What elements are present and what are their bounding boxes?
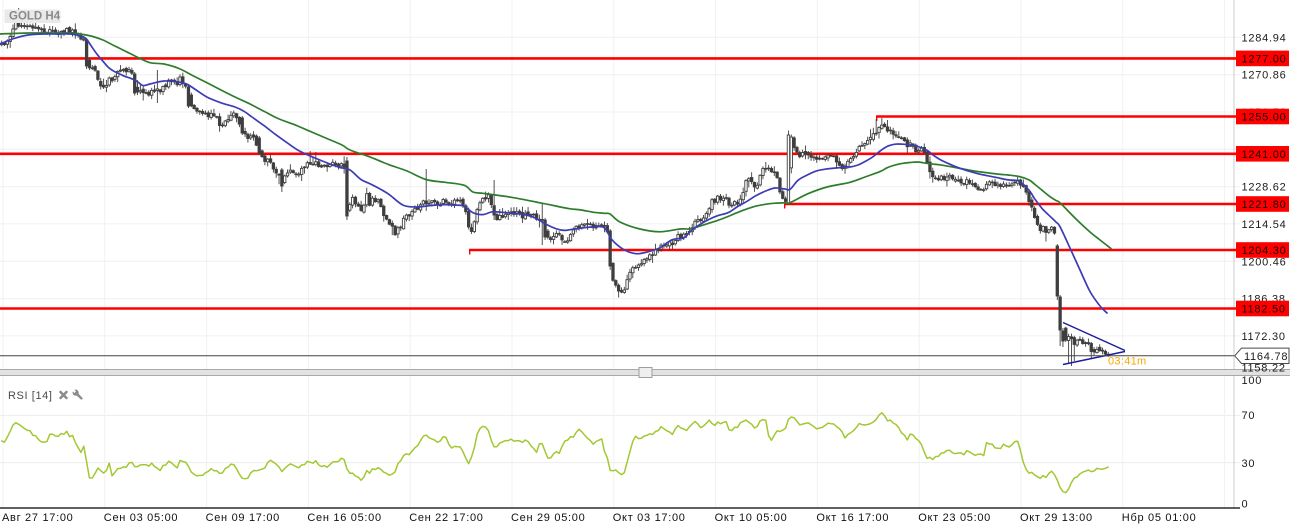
svg-text:1284.94: 1284.94: [1242, 32, 1287, 44]
svg-text:Нбр 05 01:00: Нбр 05 01:00: [1122, 512, 1197, 524]
svg-text:Сен 03 05:00: Сен 03 05:00: [104, 512, 178, 524]
svg-text:1277.00: 1277.00: [1242, 53, 1287, 65]
svg-text:Авг 27 17:00: Авг 27 17:00: [2, 512, 73, 524]
svg-text:Сен 29 05:00: Сен 29 05:00: [511, 512, 585, 524]
svg-text:Окт 23 05:00: Окт 23 05:00: [918, 512, 991, 524]
svg-text:Окт 10 05:00: Окт 10 05:00: [715, 512, 788, 524]
svg-text:Окт 03 17:00: Окт 03 17:00: [613, 512, 686, 524]
svg-text:70: 70: [1242, 410, 1256, 422]
svg-text:30: 30: [1242, 458, 1256, 470]
svg-text:Сен 16 05:00: Сен 16 05:00: [307, 512, 381, 524]
svg-text:GOLD H4: GOLD H4: [9, 11, 61, 23]
svg-text:1255.00: 1255.00: [1242, 112, 1287, 124]
svg-text:1270.86: 1270.86: [1242, 70, 1287, 82]
svg-text:1172.30: 1172.30: [1242, 331, 1286, 343]
svg-text:0: 0: [1242, 499, 1249, 511]
svg-text:1204.30: 1204.30: [1242, 245, 1287, 257]
svg-text:1214.54: 1214.54: [1242, 219, 1287, 231]
svg-text:1158.22: 1158.22: [1242, 362, 1286, 374]
svg-text:1200.46: 1200.46: [1242, 256, 1287, 268]
svg-text:1182.50: 1182.50: [1242, 304, 1286, 316]
svg-text:1221.80: 1221.80: [1242, 199, 1287, 211]
svg-text:03:41m: 03:41m: [1108, 356, 1147, 368]
svg-text:1228.62: 1228.62: [1242, 182, 1287, 194]
svg-text:Окт 29 13:00: Окт 29 13:00: [1020, 512, 1093, 524]
svg-text:RSI [14]: RSI [14]: [8, 390, 53, 402]
svg-text:100: 100: [1242, 375, 1263, 387]
svg-text:Окт 16 17:00: Окт 16 17:00: [816, 512, 889, 524]
svg-text:Сен 22 17:00: Сен 22 17:00: [409, 512, 483, 524]
svg-text:Сен 09 17:00: Сен 09 17:00: [206, 512, 280, 524]
svg-text:1241.00: 1241.00: [1242, 149, 1287, 161]
svg-text:1164.78: 1164.78: [1244, 351, 1288, 363]
